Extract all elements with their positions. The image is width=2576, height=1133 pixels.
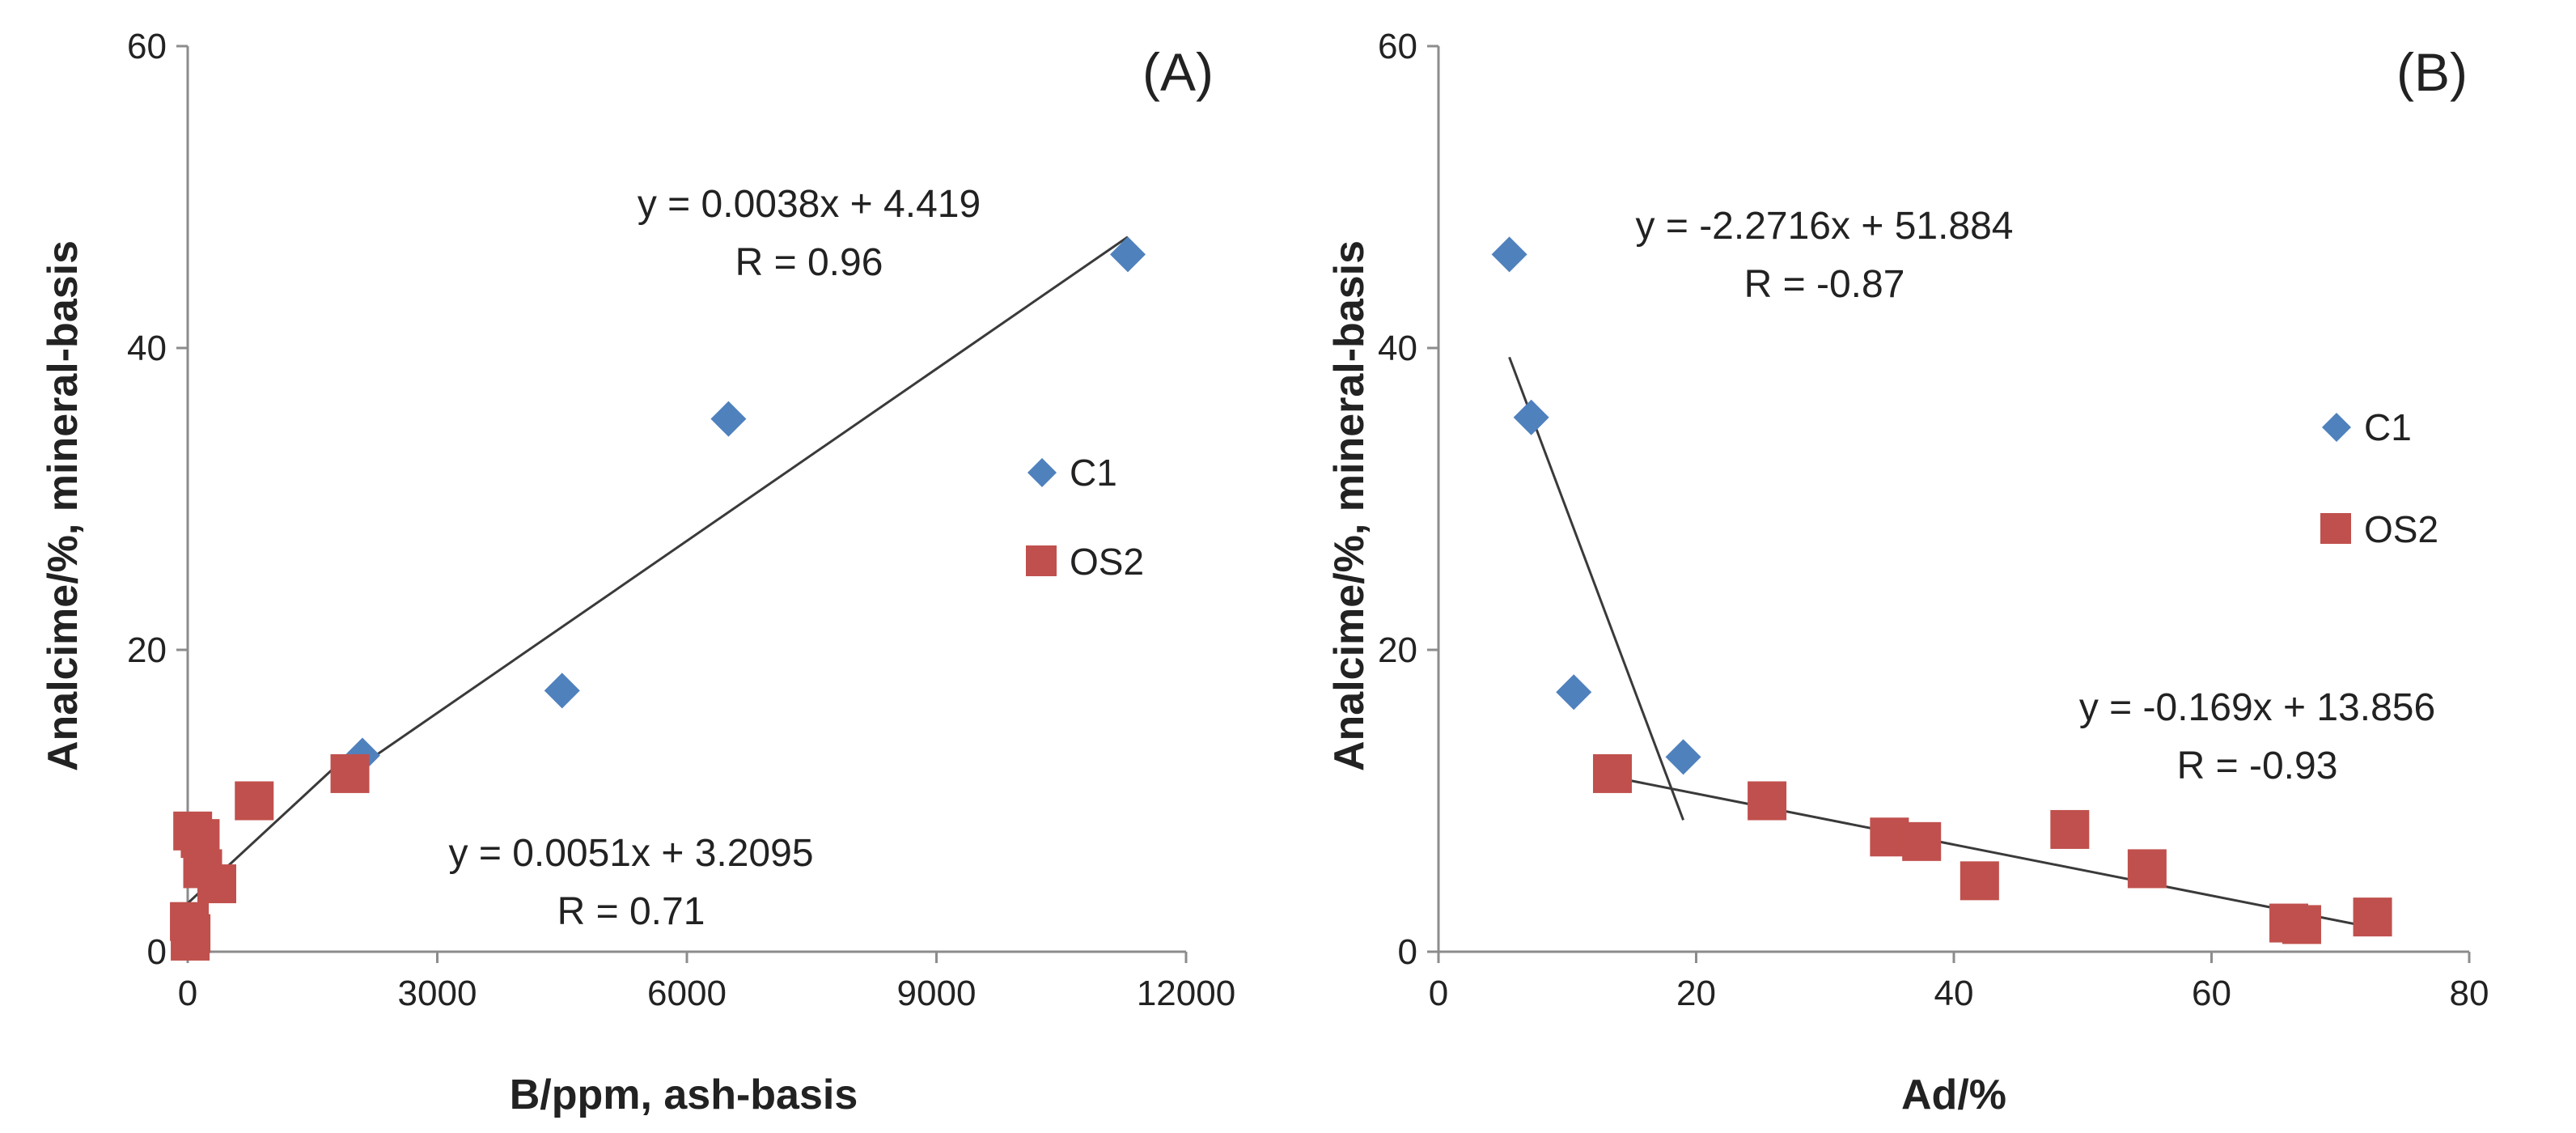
panel-label-a: (A) [1142, 42, 1214, 102]
point-os2-b-8 [2282, 905, 2321, 944]
point-os2-a-7 [235, 781, 274, 821]
x-tick-label-a-3: 9000 [897, 974, 977, 1013]
r-value-os2-b: R = -0.93 [2177, 745, 2338, 787]
point-os2-b-3 [1902, 821, 1942, 861]
y-tick-label-a-0: 0 [147, 932, 167, 972]
legend-marker-c1-a [1027, 458, 1057, 487]
point-os2-b-9 [2353, 897, 2392, 937]
y-tick-label-b-3: 60 [1378, 27, 1417, 66]
equation-c1-a: y = 0.0038x + 4.419 [638, 183, 981, 226]
x-tick-label-b-4: 80 [2450, 974, 2489, 1013]
point-os2-b-1 [1748, 781, 1787, 821]
x-axis-title-a: B/ppm, ash-basis [510, 1071, 858, 1118]
r-value-c1-b: R = -0.87 [1744, 263, 1905, 306]
equation-os2-a: y = 0.0051x + 3.2095 [448, 832, 813, 875]
point-c1-a-1 [544, 673, 580, 709]
x-tick-label-a-4: 12000 [1137, 974, 1235, 1013]
panel-label-b: (B) [2396, 42, 2468, 102]
x-tick-label-a-1: 3000 [398, 974, 477, 1013]
panel-b: 0 20 40 60 0 20 40 60 80 (B) Ad/% Analcime/%, mi… [1326, 27, 2489, 1118]
point-os2-a-8 [330, 753, 370, 793]
point-c1-b-1 [1513, 399, 1549, 435]
legend-marker-os2-a [1026, 545, 1057, 576]
y-axis-title-b: Analcime/%, mineral-basis [1326, 240, 1373, 771]
panel-a: 0 20 40 60 0 3000 6000 9000 12000 (A) B/ppm, ash… [40, 27, 1235, 1118]
legend-label-os2-a: OS2 [1070, 541, 1144, 583]
equation-c1-b: y = -2.2716x + 51.884 [1635, 205, 2013, 248]
r-value-c1-a: R = 0.96 [735, 241, 883, 284]
point-c1-a-2 [710, 401, 747, 437]
point-c1-b-2 [1556, 674, 1592, 711]
legend-b: C1 OS2 [2320, 406, 2438, 550]
x-tick-label-b-1: 20 [1676, 974, 1716, 1013]
y-axis-title-a: Analcime/%, mineral-basis [40, 240, 87, 771]
plot-area-b: 0 20 40 60 0 20 40 60 80 [1378, 27, 2489, 1013]
y-tick-label-b-2: 40 [1378, 329, 1417, 368]
trendline-os2-b [1612, 775, 2373, 929]
point-c1-b-0 [1491, 236, 1527, 273]
y-tick-label-a-2: 40 [127, 329, 167, 368]
point-os2-b-4 [1960, 861, 1999, 901]
y-tick-label-b-0: 0 [1398, 932, 1417, 972]
plot-area-a: 0 20 40 60 0 3000 6000 9000 12000 [127, 27, 1235, 1013]
point-os2-b-5 [2050, 809, 2090, 849]
x-tick-label-a-2: 6000 [647, 974, 727, 1013]
equation-os2-b: y = -0.169x + 13.856 [2079, 686, 2435, 729]
legend-label-os2-b: OS2 [2364, 508, 2438, 550]
x-tick-label-b-3: 60 [2192, 974, 2231, 1013]
trendline-c1-a [362, 236, 1129, 766]
point-c1-b-3 [1665, 739, 1701, 775]
trendline-c1-b [1508, 356, 1684, 821]
legend-label-c1-b: C1 [2364, 406, 2412, 448]
y-tick-label-a-1: 20 [127, 630, 167, 670]
x-tick-label-a-0: 0 [178, 974, 197, 1013]
x-axis-title-b: Ad/% [1901, 1071, 2006, 1118]
point-os2-b-6 [2127, 849, 2167, 889]
legend-marker-c1-b [2322, 413, 2351, 442]
legend-a: C1 OS2 [1026, 452, 1144, 583]
x-tick-label-b-0: 0 [1429, 974, 1448, 1013]
point-c1-a-3 [1110, 236, 1146, 273]
point-os2-a-6 [197, 864, 236, 904]
legend-label-c1-a: C1 [1070, 452, 1117, 494]
point-os2-a-2 [172, 914, 211, 953]
r-value-os2-a: R = 0.71 [557, 890, 705, 933]
x-tick-label-b-2: 40 [1934, 974, 1974, 1013]
y-tick-label-b-1: 20 [1378, 630, 1417, 670]
legend-marker-os2-b [2320, 513, 2351, 544]
point-os2-b-0 [1592, 753, 1632, 793]
y-tick-label-a-3: 60 [127, 27, 167, 66]
